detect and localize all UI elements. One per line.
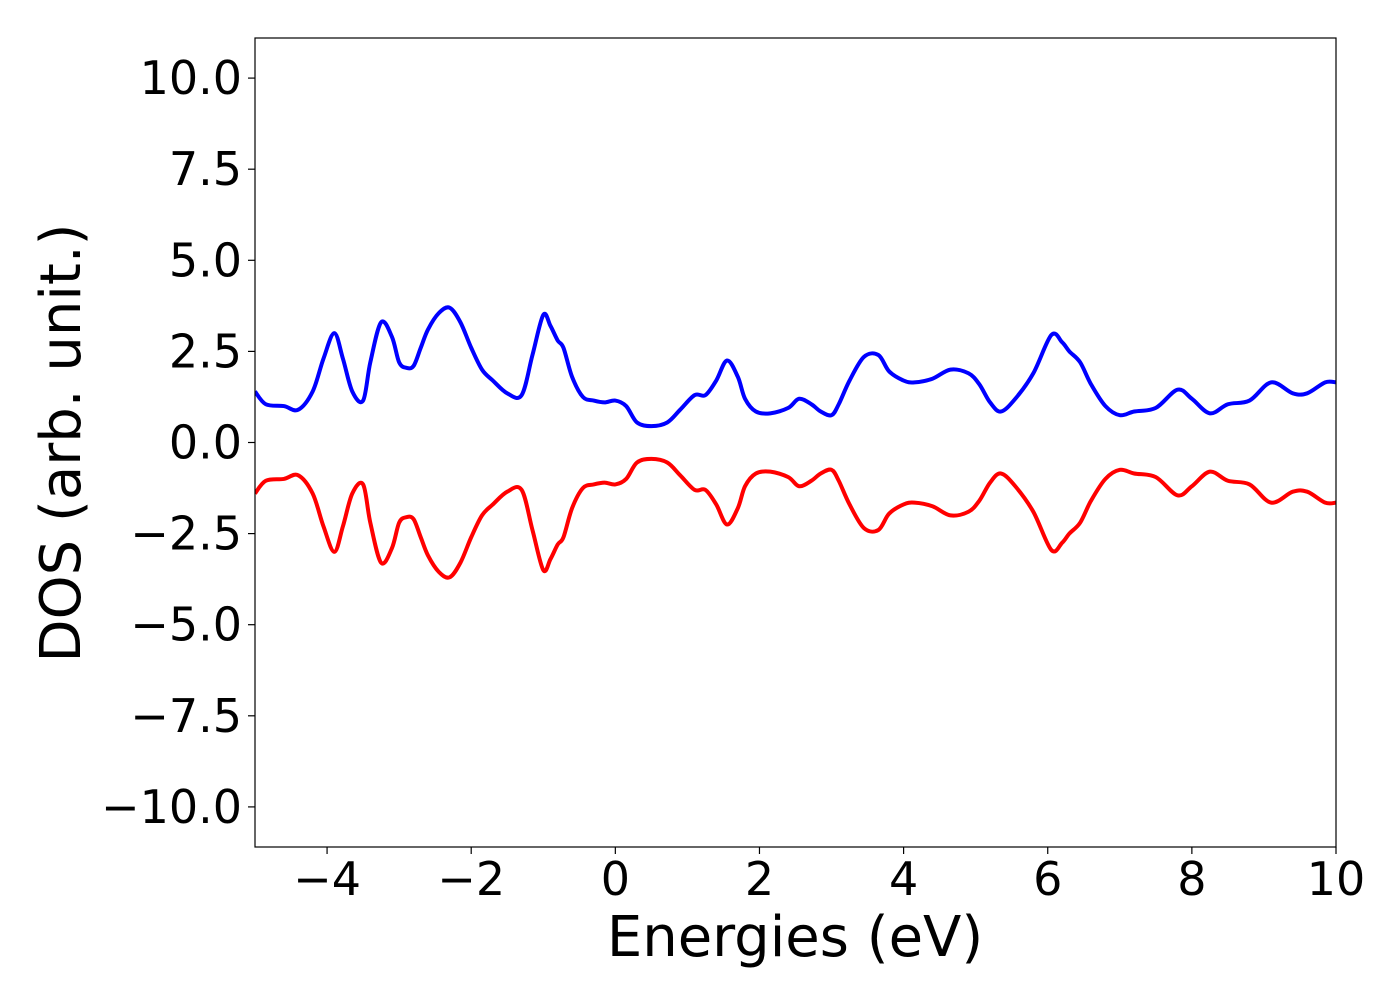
x-tick-label: 8 bbox=[1177, 852, 1206, 906]
x-tick-label: 0 bbox=[601, 852, 630, 906]
blue-dos-line bbox=[255, 305, 1336, 429]
red-dos-line bbox=[255, 456, 1336, 580]
y-tick-label: −10.0 bbox=[101, 780, 242, 834]
y-tick-label: −2.5 bbox=[130, 507, 242, 561]
y-tick-label: −7.5 bbox=[130, 689, 242, 743]
y-tick-label: 5.0 bbox=[169, 233, 242, 287]
x-axis: −4 −2 0 2 4 6 8 10 bbox=[293, 847, 1365, 906]
x-axis-title: Energies (eV) bbox=[607, 905, 983, 970]
y-tick-label: 0.0 bbox=[169, 416, 242, 470]
x-tick-label: 10 bbox=[1307, 852, 1366, 906]
x-tick-label: −4 bbox=[293, 852, 361, 906]
x-tick-label: 2 bbox=[745, 852, 774, 906]
series-layer bbox=[255, 305, 1336, 580]
y-tick-label: −5.0 bbox=[130, 598, 242, 652]
x-tick-label: 4 bbox=[889, 852, 918, 906]
y-axis-title: DOS (arb. unit.) bbox=[29, 223, 94, 662]
plot-frame bbox=[254, 37, 1337, 848]
y-axis: −10.0 −7.5 −5.0 −2.5 0.0 2.5 5.0 7.5 10.0 bbox=[101, 51, 255, 834]
y-tick-label: 2.5 bbox=[169, 324, 242, 378]
x-tick-label: 6 bbox=[1033, 852, 1062, 906]
x-tick-label: −2 bbox=[437, 852, 505, 906]
y-tick-label: 7.5 bbox=[169, 142, 242, 196]
y-tick-label: 10.0 bbox=[140, 51, 242, 105]
